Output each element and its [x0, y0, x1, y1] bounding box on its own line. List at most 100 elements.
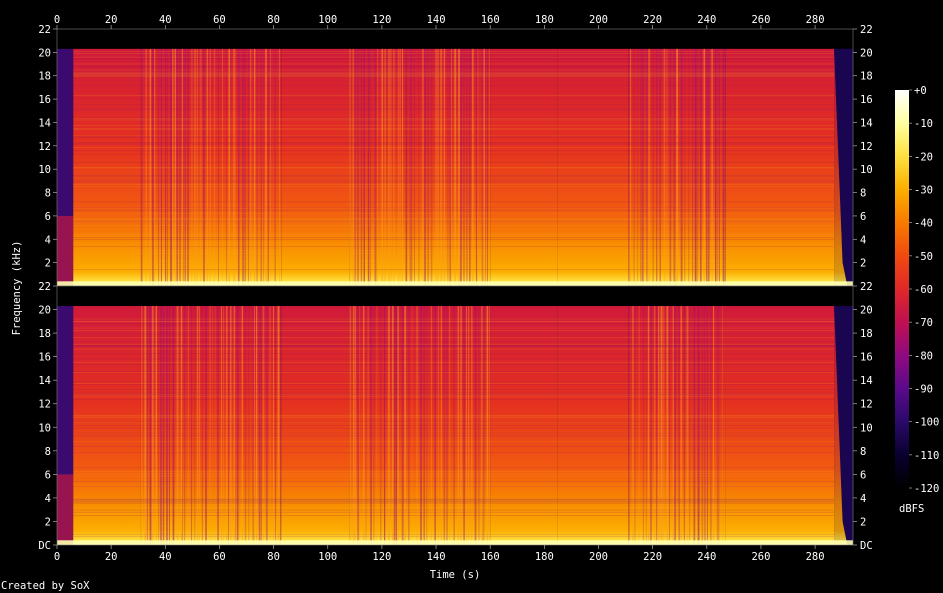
transient-streak [250, 48, 252, 286]
transient-streak [408, 306, 410, 545]
transient-streak [458, 48, 461, 286]
y-tick-label: 22 [38, 24, 51, 36]
y-tick-label-right: 12 [860, 399, 873, 411]
transient-streak [443, 306, 446, 545]
transient-streak [149, 48, 152, 286]
transient-streak [722, 48, 725, 286]
transient-streak [252, 306, 255, 545]
transient-streak [722, 306, 724, 545]
transient-streak [435, 48, 437, 286]
transient-streak [628, 48, 630, 286]
transient-streak [218, 48, 219, 286]
transient-streak [397, 306, 399, 545]
transient-streak [418, 48, 420, 286]
section-block [834, 306, 848, 545]
transient-streak [180, 306, 183, 545]
section-block [140, 306, 282, 545]
y-tick-label: 14 [38, 117, 51, 129]
transient-streak [471, 306, 473, 545]
colorbar-tick-label: -30 [914, 185, 933, 197]
transient-streak [158, 48, 160, 286]
transient-streak [481, 306, 483, 545]
transient-streak [158, 306, 160, 545]
y-tick-label: 20 [38, 305, 51, 317]
transient-streak [367, 306, 369, 545]
colorbar-tick-label: -90 [914, 384, 933, 396]
credit: Created by SoX [1, 580, 90, 592]
transient-streak [261, 306, 262, 545]
transient-streak [669, 306, 670, 545]
transient-streak [172, 306, 175, 545]
transient-streak [155, 306, 157, 545]
transient-streak [708, 48, 710, 286]
transient-streak [650, 306, 652, 545]
transient-streak [152, 48, 154, 286]
transient-streak [213, 48, 216, 286]
transient-streak [237, 306, 239, 545]
transient-streak [247, 48, 250, 286]
section-block [281, 306, 350, 545]
transient-streak [714, 48, 717, 286]
section-block [57, 215, 74, 286]
transient-streak [258, 306, 261, 545]
transient-streak [697, 48, 699, 286]
y-tick-label: 10 [38, 422, 51, 434]
transient-streak [217, 306, 219, 545]
transient-streak [269, 306, 271, 545]
transient-streak [196, 306, 199, 545]
transient-streak [359, 306, 360, 545]
y-tick-label-right: 2 [860, 258, 866, 270]
transient-streak [354, 48, 357, 286]
x-tick-label: 100 [318, 551, 337, 563]
section-block [725, 48, 835, 286]
transient-streak [154, 48, 156, 286]
transient-streak [256, 48, 258, 286]
transient-streak [190, 306, 193, 545]
y-tick-label-right: 12 [860, 141, 873, 153]
section-block [73, 306, 141, 545]
transient-streak [660, 306, 663, 545]
transient-streak [447, 48, 449, 286]
y-tick-label: 2 [45, 516, 51, 528]
transient-streak [234, 48, 236, 286]
transient-streak [481, 48, 484, 286]
transient-streak [673, 48, 676, 286]
x-tick-label-top: 180 [535, 14, 554, 26]
transient-streak [263, 48, 265, 286]
y-tick-label: 4 [45, 234, 51, 246]
transient-streak [214, 306, 216, 545]
transient-streak [165, 48, 167, 286]
transient-streak [443, 48, 446, 286]
transient-streak [196, 48, 198, 286]
transient-streak [275, 306, 277, 545]
y-tick-label-right: 16 [860, 352, 873, 364]
channel-panel [56, 28, 854, 287]
transient-streak [686, 306, 689, 545]
transient-streak [693, 306, 696, 545]
transient-streak [374, 48, 377, 286]
transient-streak [409, 48, 412, 286]
transient-streak [235, 306, 237, 545]
x-tick-label: 60 [213, 551, 226, 563]
x-tick-label-top: 100 [318, 14, 337, 26]
transient-streak [700, 48, 702, 286]
transient-streak [228, 306, 229, 545]
transient-streak [253, 306, 255, 545]
x-tick-label-top: 220 [643, 14, 662, 26]
section-block [281, 48, 350, 286]
transient-streak [628, 306, 630, 545]
transient-streak [388, 48, 390, 286]
transient-streak [437, 306, 439, 545]
transient-streak [477, 48, 479, 286]
x-tick-label: 200 [589, 551, 608, 563]
transient-streak [434, 306, 436, 545]
y-axis-label: Frequency (kHz) [11, 241, 23, 336]
transient-streak [387, 306, 390, 545]
y-tick-label: 12 [38, 399, 51, 411]
transient-streak [183, 48, 185, 286]
transient-streak [646, 48, 648, 286]
transient-streak [212, 306, 214, 545]
transient-streak [209, 48, 211, 286]
section-block [73, 48, 141, 286]
